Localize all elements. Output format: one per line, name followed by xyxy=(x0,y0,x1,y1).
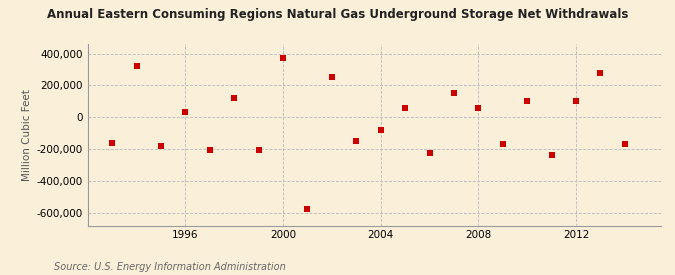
Point xyxy=(546,153,557,158)
Text: Annual Eastern Consuming Regions Natural Gas Underground Storage Net Withdrawals: Annual Eastern Consuming Regions Natural… xyxy=(47,8,628,21)
Point xyxy=(180,110,191,115)
Point xyxy=(449,90,460,95)
Point xyxy=(473,106,484,111)
Point xyxy=(253,148,264,152)
Point xyxy=(570,99,581,103)
Point xyxy=(595,70,606,75)
Point xyxy=(424,151,435,155)
Point xyxy=(327,75,338,79)
Point xyxy=(400,106,410,111)
Point xyxy=(620,142,630,147)
Point xyxy=(229,96,240,100)
Point xyxy=(302,207,313,211)
Point xyxy=(156,144,167,148)
Point xyxy=(131,64,142,68)
Point xyxy=(375,128,386,132)
Point xyxy=(351,139,362,143)
Point xyxy=(497,141,508,146)
Point xyxy=(522,99,533,103)
Y-axis label: Million Cubic Feet: Million Cubic Feet xyxy=(22,89,32,181)
Point xyxy=(107,141,117,145)
Text: Source: U.S. Energy Information Administration: Source: U.S. Energy Information Administ… xyxy=(54,262,286,272)
Point xyxy=(277,55,288,60)
Point xyxy=(205,148,215,152)
